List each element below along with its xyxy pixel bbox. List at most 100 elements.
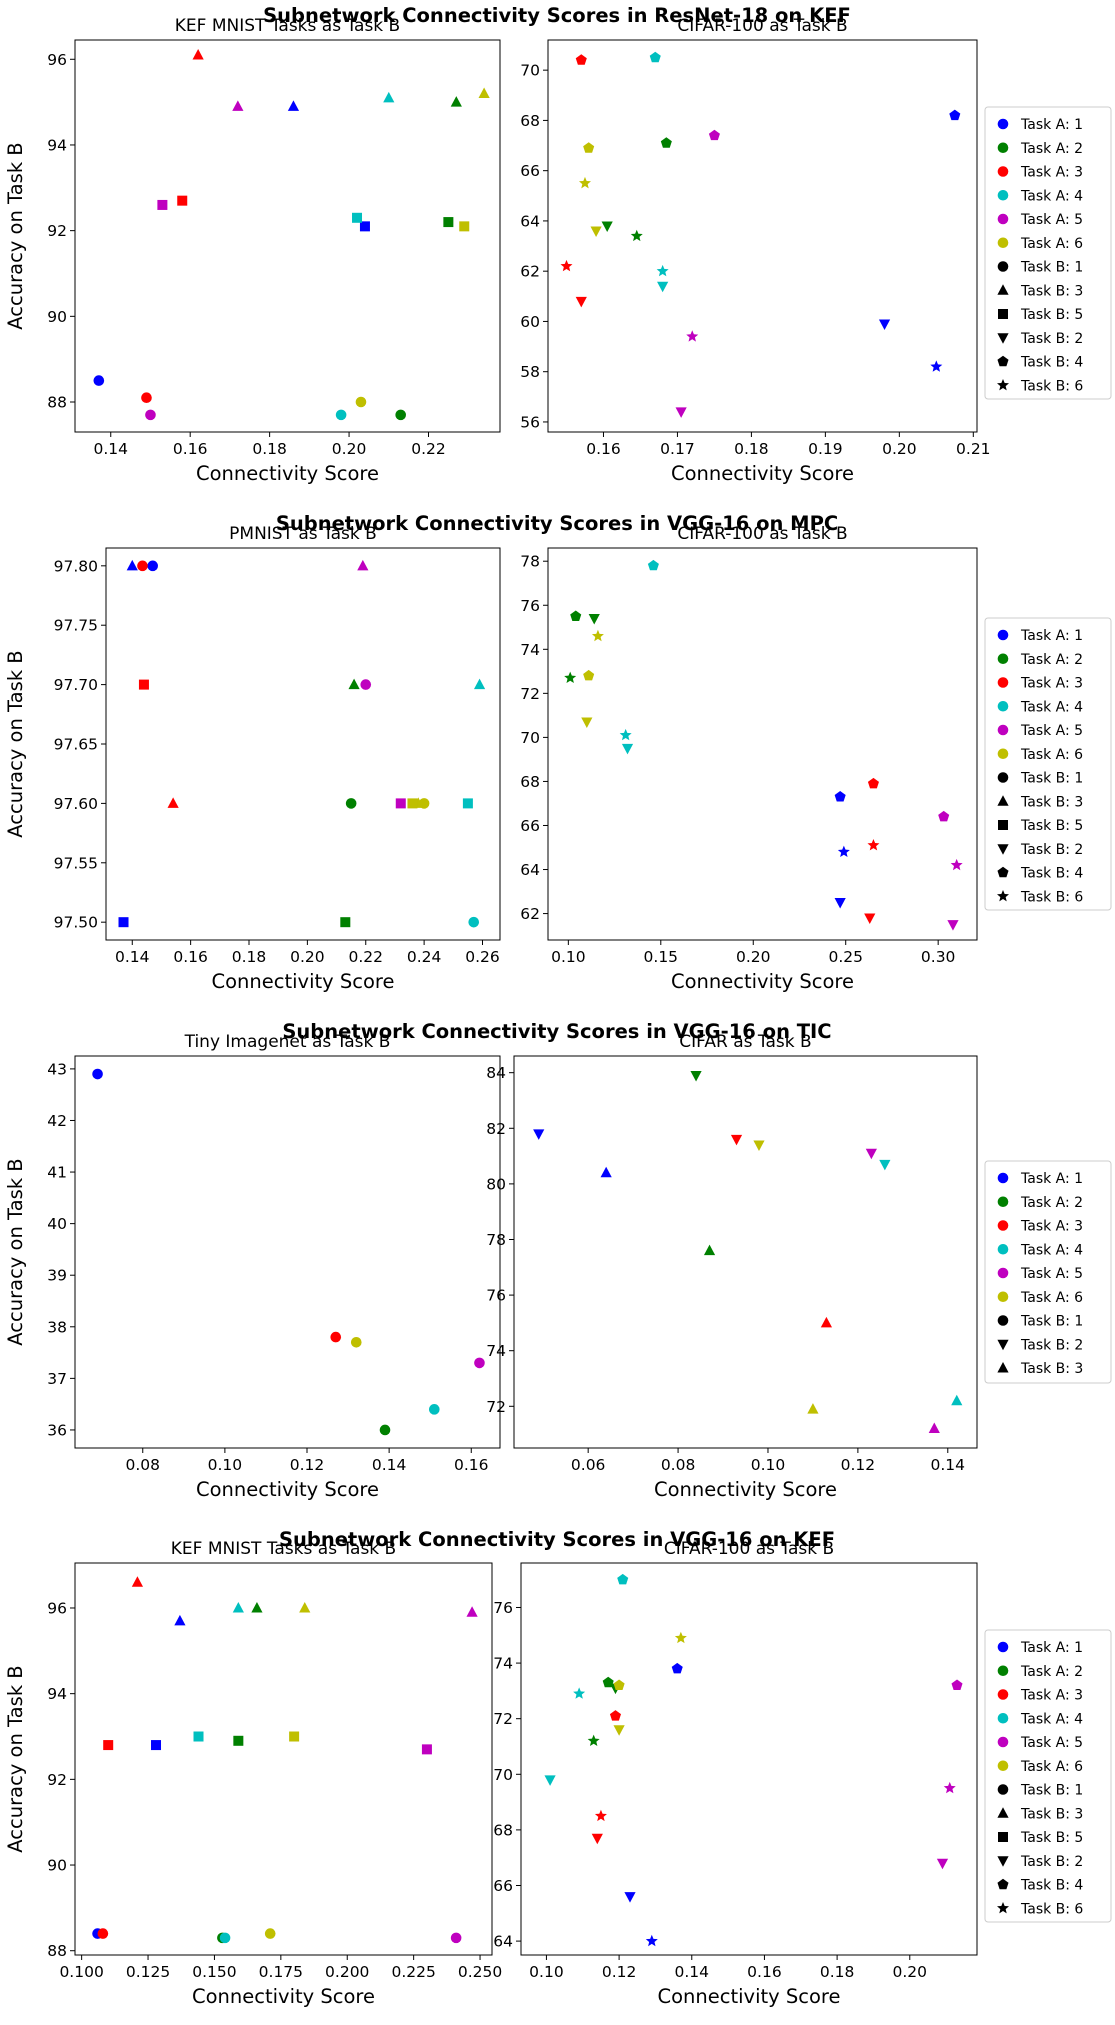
data-point [407, 798, 418, 809]
data-point [930, 360, 943, 372]
legend-marker [997, 1784, 1009, 1795]
data-point [938, 810, 950, 822]
x-tick-label: 0.10 [208, 1456, 243, 1474]
legend-entry: Task B: 3 [1020, 794, 1083, 810]
data-point [753, 1140, 765, 1151]
data-point [621, 743, 634, 755]
data-point [949, 109, 961, 121]
data-point [583, 142, 595, 153]
legend-entry: Task B: 3 [1020, 1806, 1083, 1822]
legend-entry: Task B: 2 [1020, 331, 1083, 347]
data-point [943, 1781, 956, 1794]
x-tick-label: 0.250 [458, 1963, 502, 1981]
legend-marker [997, 653, 1009, 665]
y-tick-label: 88 [47, 394, 67, 412]
data-point [379, 1424, 391, 1436]
x-tick-label: 0.14 [115, 948, 150, 966]
data-point [138, 679, 149, 690]
legend-entry: Task B: 2 [1020, 1337, 1083, 1353]
data-point [588, 613, 600, 625]
legend-marker [997, 1291, 1009, 1303]
x-tick-label: 0.21 [956, 440, 991, 458]
data-point [878, 319, 891, 330]
legend-entry: Task B: 1 [1020, 1783, 1083, 1799]
x-tick-label: 0.19 [808, 440, 843, 458]
legend-marker [997, 333, 1009, 344]
y-tick-label: 97.60 [54, 795, 98, 813]
legend-entry: Task B: 5 [1020, 307, 1083, 323]
legend-box [984, 1160, 1112, 1384]
data-point [708, 129, 720, 141]
data-point [395, 409, 407, 421]
x-tick-label: 0.125 [126, 1963, 170, 1981]
legend-marker [997, 889, 1009, 902]
y-tick-label: 72 [493, 1710, 513, 1728]
data-point [951, 1394, 963, 1406]
axes-frame [74, 39, 501, 433]
x-tick-label: 0.14 [372, 1456, 407, 1474]
legend-marker [997, 700, 1009, 712]
y-tick-label: 76 [486, 1287, 506, 1305]
y-tick-label: 94 [47, 136, 67, 154]
legend-entry: Task A: 1 [1020, 1640, 1083, 1656]
x-axis-label: Connectivity Score [657, 1985, 840, 2008]
x-tick-label: 0.150 [192, 1963, 236, 1981]
legend-entry: Task B: 4 [1020, 355, 1083, 371]
data-point [345, 798, 357, 809]
data-point [352, 212, 363, 223]
data-point [126, 559, 138, 571]
data-point [478, 87, 490, 99]
axes-frame [74, 1562, 493, 1956]
y-tick-label: 76 [520, 597, 540, 615]
x-tick-label: 0.20 [882, 440, 917, 458]
x-tick-label: 0.225 [391, 1963, 435, 1981]
legend-marker [997, 142, 1009, 154]
y-tick-label: 96 [47, 51, 67, 69]
data-point [473, 678, 486, 690]
y-tick-label: 60 [520, 313, 540, 331]
data-point [147, 560, 158, 572]
legend-marker [997, 1220, 1009, 1231]
x-axis-label: Connectivity Score [211, 970, 394, 993]
y-tick-label: 72 [486, 1398, 506, 1416]
x-tick-label: 0.08 [661, 1456, 696, 1474]
x-tick-label: 0.10 [529, 1963, 564, 1981]
legend-entry: Task A: 6 [1020, 1759, 1083, 1775]
y-tick-label: 97.70 [54, 676, 98, 694]
section-title: Subnetwork Connectivity Scores in VGG-16… [279, 1528, 835, 1551]
legend-marker [998, 820, 1008, 830]
legend-entry: Task A: 6 [1020, 1290, 1083, 1306]
y-tick-label: 62 [520, 263, 540, 281]
axes-frame [547, 547, 978, 941]
x-tick-label: 0.12 [290, 1456, 325, 1474]
data-point [834, 898, 846, 909]
legend-marker [997, 1641, 1009, 1653]
legend-entry: Task A: 2 [1020, 652, 1083, 668]
y-axis-label: Accuracy on Task B [4, 1158, 27, 1345]
x-tick-label: 0.16 [173, 440, 208, 458]
legend-marker [997, 1339, 1009, 1351]
y-tick-label: 70 [493, 1766, 513, 1784]
data-point [645, 1934, 658, 1947]
y-tick-label: 41 [47, 1164, 67, 1182]
x-tick-label: 0.15 [644, 948, 679, 966]
section-title: Subnetwork Connectivity Scores in ResNet… [263, 4, 851, 27]
y-tick-label: 72 [520, 685, 540, 703]
legend-entry: Task B: 1 [1020, 260, 1083, 276]
data-point [656, 264, 669, 277]
legend-entry: Task A: 3 [1020, 1688, 1083, 1704]
y-tick-label: 92 [47, 1771, 67, 1789]
x-tick-label: 0.10 [751, 1456, 786, 1474]
data-point [865, 1148, 877, 1160]
legend-entry: Task A: 2 [1020, 141, 1083, 157]
legend-marker [997, 378, 1009, 391]
data-point [564, 671, 577, 684]
data-point [192, 48, 204, 60]
legend-marker [997, 1243, 1009, 1255]
data-point [601, 221, 613, 232]
legend-entry: Task A: 1 [1020, 628, 1083, 644]
x-tick-label: 0.14 [93, 440, 128, 458]
data-point [936, 1858, 949, 1870]
legend-marker [997, 261, 1009, 272]
data-point [583, 669, 595, 681]
